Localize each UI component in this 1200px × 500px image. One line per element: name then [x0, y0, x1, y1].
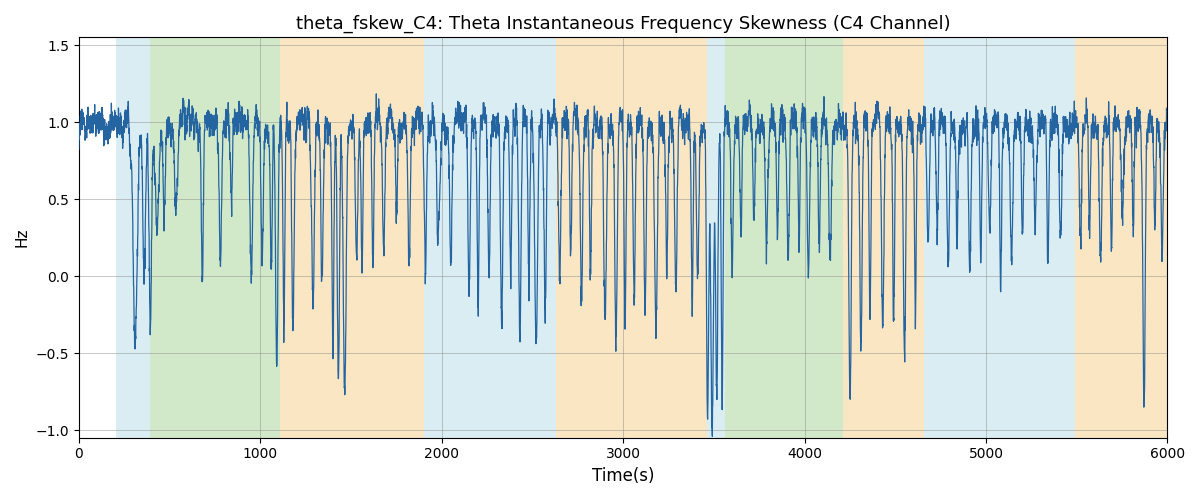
Bar [281, 38, 424, 438]
Bar [725, 38, 842, 438]
Bar [556, 38, 707, 438]
Bar [707, 38, 725, 438]
Bar [150, 38, 281, 438]
Bar [424, 38, 556, 438]
X-axis label: Time(s): Time(s) [592, 467, 654, 485]
Title: theta_fskew_C4: Theta Instantaneous Frequency Skewness (C4 Channel): theta_fskew_C4: Theta Instantaneous Freq… [296, 15, 950, 34]
Bar [116, 38, 150, 438]
Bar [924, 38, 1075, 438]
Bar [1075, 38, 1168, 438]
Bar [842, 38, 924, 438]
Y-axis label: Hz: Hz [14, 228, 30, 248]
